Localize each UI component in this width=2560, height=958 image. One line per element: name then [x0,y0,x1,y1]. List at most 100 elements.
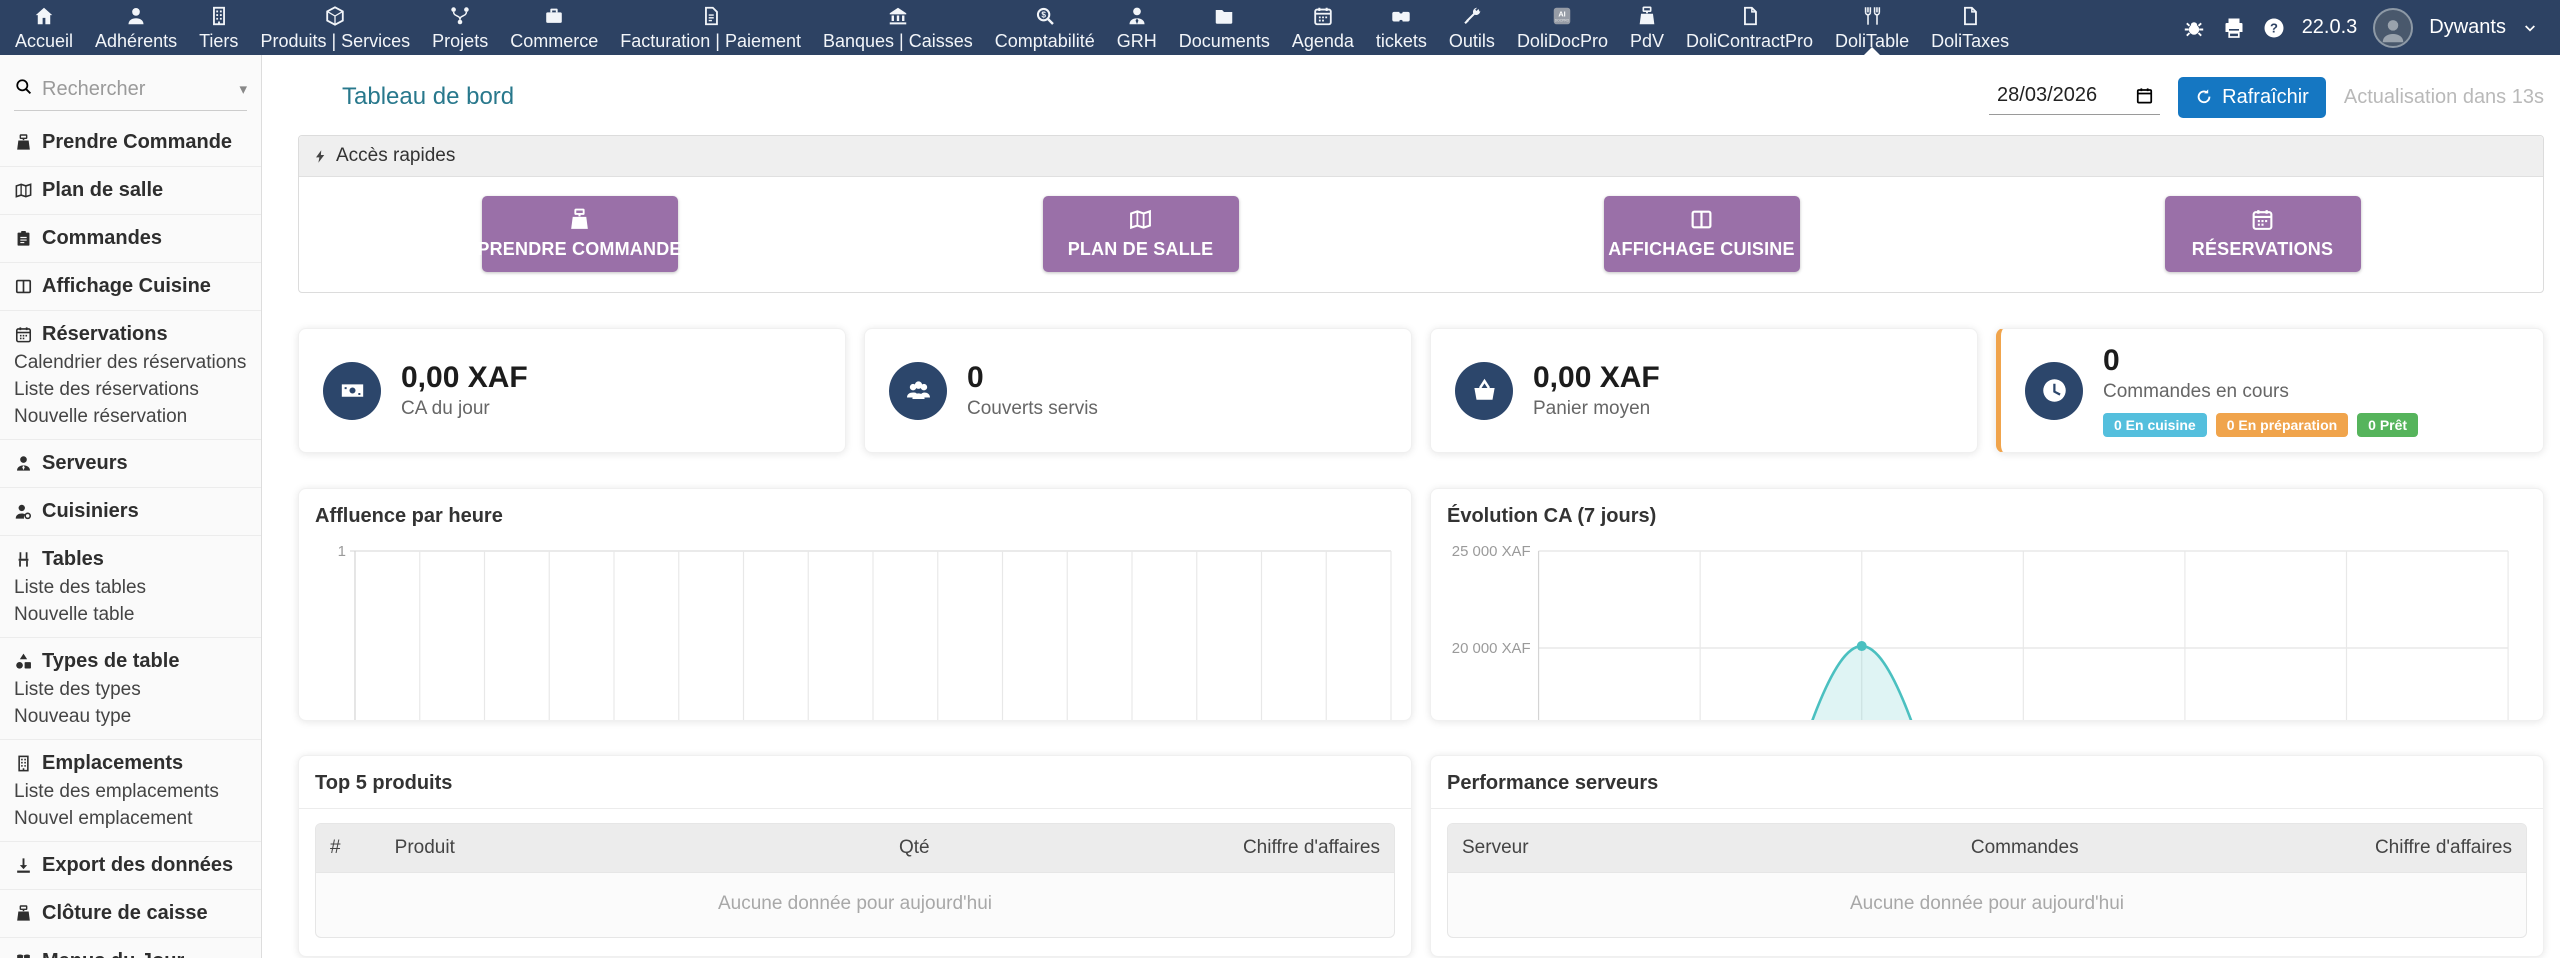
nav-item-agenda[interactable]: Agenda [1281,0,1365,55]
sidebar-item-nouvelle-reservation[interactable]: Nouvelle réservation [14,406,188,427]
sidebar-item-plan-de-salle[interactable]: Plan de salle [0,176,261,205]
sidebar-item-cuisiniers[interactable]: Cuisiniers [0,497,261,526]
sidebar-item-emplacements[interactable]: Emplacements [0,749,261,778]
server-performance-card: Performance serveurs Serveur Commandes Chi… [1430,755,2544,957]
nav-item-dolidocpro[interactable]: AI DOCPRO DoliDocPro [1506,0,1619,55]
sidebar-item-reservations[interactable]: Réservations [0,320,261,349]
card-title: Top 5 produits [315,772,453,794]
sidebar-section: Commandes [0,215,261,263]
bug-icon[interactable] [2182,16,2206,40]
column-header-qte: Qté [704,824,1125,873]
stat-card-commandes-en-cours: 0 Commandes en cours 0 En cuisine 0 En prép… [1996,328,2544,453]
nav-item-facturation-paiement[interactable]: Facturation | Paiement [609,0,812,55]
sidebar-item-affichage-cuisine[interactable]: Affichage Cuisine [0,272,261,301]
sidebar-section-label: Export des données [42,854,234,876]
avatar[interactable] [2373,7,2414,48]
status-badge-0-pret: 0 Prêt [2357,413,2419,437]
stat-text: 0 Commandes en cours 0 En cuisine 0 En prép… [2103,344,2419,437]
nav-item-dolicontractpro[interactable]: DoliContractPro [1675,0,1824,55]
plan-de-salle-button[interactable]: PLAN DE SALLE [1042,196,1239,272]
nav-item-produits-services[interactable]: Produits | Services [249,0,421,55]
nav-item-pdv[interactable]: PdV [1619,0,1675,55]
nav-item-dolitable[interactable]: DoliTable [1824,0,1920,55]
print-icon[interactable] [2222,16,2246,40]
top-products-table: # Produit Qté Chiffre d'affaires Aucune don… [316,824,1394,937]
sidebar-section: Tables Liste des tables Nouvelle table [0,536,261,638]
column-header-serveur: Serveur [1448,824,1826,873]
sidebar-section: Emplacements Liste des emplacements Nouvel… [0,740,261,842]
stat-value: 0,00 XAF [401,361,528,394]
charts-row: Affluence par heure 1 Évolution CA (7 jo… [298,488,2544,721]
user-menu[interactable]: Dywants [2429,16,2506,38]
nav-item-documents[interactable]: Documents [1168,0,1281,55]
sidebar-section: Affichage Cuisine [0,263,261,311]
column-header-produit: Produit [380,824,705,873]
nav-item-tickets[interactable]: tickets [1365,0,1438,55]
nav-item-dolitaxes[interactable]: DoliTaxes [1920,0,2020,55]
card-title: Performance serveurs [1447,772,1659,794]
clipboard-icon [14,229,33,248]
affichage-cuisine-button[interactable]: AFFICHAGE CUISINE [1603,196,1800,272]
nav-item-adherents[interactable]: Adhérents [84,0,188,55]
date-input[interactable]: 28/03/2026 [1989,80,2161,115]
sidebar-section-label: Emplacements [42,752,184,774]
sidebar-section-label: Cuisiniers [42,500,139,522]
quick-button-label: RÉSERVATIONS [2191,239,2334,259]
sidebar-item-liste-des-types[interactable]: Liste des types [14,679,141,700]
quick-access-buttons: PRENDRE COMMANDE PLAN DE SALLE AFFICHAGE C… [299,177,2543,292]
sidebar-section: Types de table Liste des types Nouveau typ… [0,638,261,740]
help-icon[interactable]: ? [2262,16,2286,40]
calendar-icon [1312,4,1334,28]
building-icon [14,754,33,773]
stat-value: 0 [2103,344,2120,377]
nav-item-commerce[interactable]: Commerce [499,0,609,55]
sidebar-item-liste-des-reservations[interactable]: Liste des réservations [14,379,199,400]
sidebar-section: Prendre Commande [0,119,261,167]
contract-icon [1739,4,1761,28]
search-dropdown-caret[interactable]: ▾ [239,81,247,98]
nav-item-label: GRH [1116,30,1157,51]
sidebar-item-export-des-donnees[interactable]: Export des données [0,851,261,880]
chair-icon [14,550,33,569]
sidebar-item-commandes[interactable]: Commandes [0,224,261,253]
sidebar-item-calendrier-des-reservations[interactable]: Calendrier des réservations [14,352,247,373]
reservations-button[interactable]: RÉSERVATIONS [2164,196,2361,272]
ai-doc-icon: AI DOCPRO [1551,4,1573,28]
nav-item-banques-caisses[interactable]: Banques | Caisses [812,0,984,55]
sidebar-item-types-de-table[interactable]: Types de table [0,647,261,676]
search-input[interactable] [42,77,231,101]
sidebar-item-nouvel-emplacement[interactable]: Nouvel emplacement [14,808,193,829]
stat-label: Couverts servis [967,398,1098,419]
nav-item-outils[interactable]: Outils [1438,0,1506,55]
quick-button-label: AFFICHAGE CUISINE [1608,239,1795,259]
svg-text:25 000 XAF: 25 000 XAF [1452,543,1531,560]
search-bar: ▾ [14,77,247,111]
refresh-button[interactable]: Rafraîchir [2178,76,2326,118]
nav-item-projets[interactable]: Projets [421,0,499,55]
user-tie-icon [1126,4,1148,28]
nav-item-accueil[interactable]: Accueil [4,0,84,55]
sidebar-item-liste-des-tables[interactable]: Liste des tables [14,577,147,598]
sidebar-item-tables[interactable]: Tables [0,545,261,574]
nav-item-tiers[interactable]: Tiers [188,0,249,55]
svg-text:20 000 XAF: 20 000 XAF [1452,640,1531,657]
sidebar-item-prendre-commande[interactable]: Prendre Commande [0,128,261,157]
calendar-icon[interactable] [2135,86,2154,105]
nav-item-label: Facturation | Paiement [620,30,801,51]
sidebar-item-menus-du-jour[interactable]: Menus du Jour [0,947,261,958]
kitchen-columns-icon [14,277,33,296]
sidebar-item-liste-des-emplacements[interactable]: Liste des emplacements [14,781,219,802]
map-icon [14,181,33,200]
sidebar-section: Serveurs [0,440,261,488]
sidebar-section-label: Réservations [42,323,168,345]
sidebar-item-nouvelle-table[interactable]: Nouvelle table [14,604,135,625]
stat-card-panier-moyen: 0,00 XAF Panier moyen [1430,328,1978,453]
nav-item-comptabilite[interactable]: $ Comptabilité [984,0,1106,55]
sidebar-item-nouveau-type[interactable]: Nouveau type [14,706,132,727]
sidebar-item-serveurs[interactable]: Serveurs [0,449,261,478]
prendre-commande-button[interactable]: PRENDRE COMMANDE [477,196,681,272]
nav-item-grh[interactable]: GRH [1106,0,1168,55]
download-icon [14,856,33,875]
sidebar-item-cloture-de-caisse[interactable]: Clôture de caisse [0,899,261,928]
chevron-down-icon[interactable] [2522,20,2538,36]
